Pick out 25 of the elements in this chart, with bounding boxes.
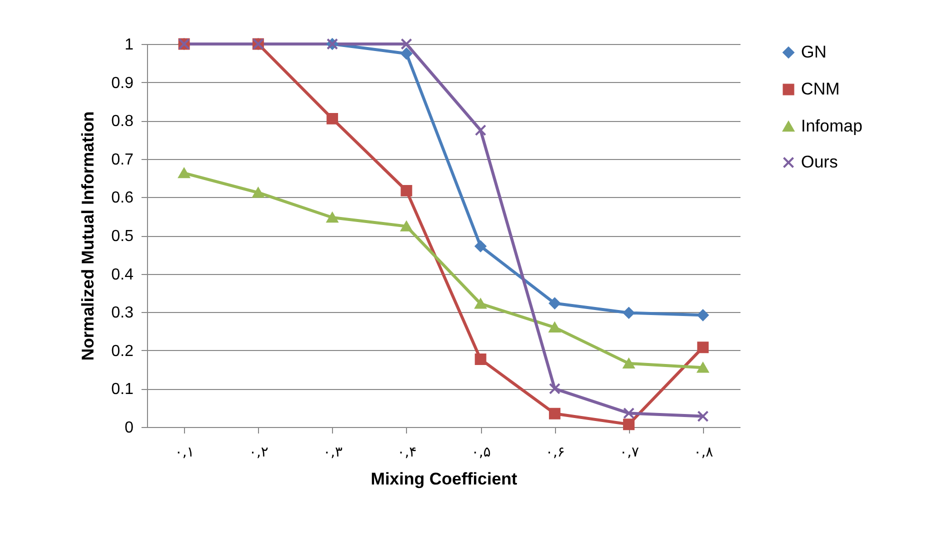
y-axis-title: Normalized Mutual Information [78, 111, 98, 361]
y-tick-label: 0.7 [111, 151, 134, 168]
x-tick-label: ۰,۸ [694, 444, 714, 460]
x-tick-label: ۰,۷ [620, 444, 640, 460]
y-tick-label: 0.4 [111, 266, 134, 284]
x-tick-label: ۰,۱ [174, 444, 194, 460]
x-axis-title: Mixing Coefficient [370, 470, 518, 488]
y-tick-label: 0 [124, 420, 134, 436]
y-tick-label: 1 [124, 36, 134, 54]
legend-label: GN [801, 42, 826, 62]
y-tick-label: 0.9 [111, 74, 134, 92]
x-tick-label: ۰,۴ [397, 444, 417, 460]
x-tick-label: ۰,۵ [471, 444, 491, 460]
y-tick-label: 0.1 [111, 381, 134, 398]
x-tick-label: ۰,۳ [323, 444, 344, 460]
legend-label: Ours [801, 152, 838, 172]
legend-label: CNM [801, 80, 840, 98]
x-tick-label: ۰,۲ [248, 444, 268, 460]
x-tick-label: ۰,۶ [545, 444, 565, 460]
y-tick-label: 0.2 [111, 342, 134, 360]
y-tick-label: 0.8 [111, 113, 134, 130]
y-tick-label: 0.5 [111, 228, 134, 245]
legend-label: Infomap [801, 116, 862, 136]
y-tick-label: 0.3 [111, 304, 134, 322]
y-tick-label: 0.6 [111, 190, 134, 207]
